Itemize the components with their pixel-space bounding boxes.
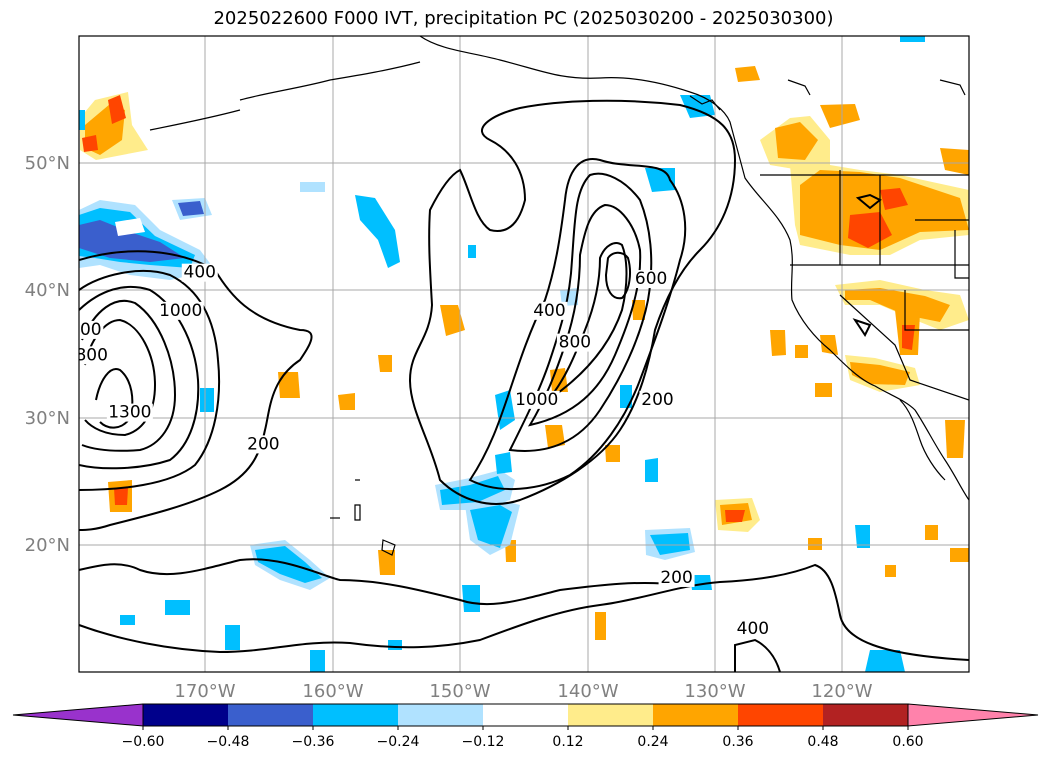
colorbar-segment <box>483 704 568 726</box>
contour-label: 200 <box>641 390 673 410</box>
map-plot-area: 400 1000 800 300 1300 200 400 800 600 1000 200 200 4… <box>69 36 969 672</box>
colorbar-outline <box>142 703 909 727</box>
contour-label: 800 <box>559 333 591 353</box>
contour-label: 1000 <box>159 301 202 321</box>
hawaii-islands <box>330 479 396 556</box>
small-closed-contours <box>852 193 882 337</box>
colorbar-tick-label: 0.36 <box>722 734 753 750</box>
map-title: 2025022600 F000 IVT, precipitation PC (2… <box>213 8 834 29</box>
colorbar-tick-label: −0.36 <box>292 734 335 750</box>
contour-label-background <box>658 568 695 587</box>
contour-label-background <box>79 320 104 339</box>
lon-label-170w: 170°W <box>174 681 235 702</box>
contour-label-background <box>79 346 110 365</box>
contour-label-background <box>531 301 568 320</box>
lon-label-160w: 160°W <box>302 681 363 702</box>
contour-label: 200 <box>247 434 279 454</box>
map-frame <box>78 35 970 673</box>
contour-label: 200 <box>660 568 692 588</box>
contour-label-background <box>639 390 676 409</box>
colorbar-segment <box>568 704 653 726</box>
lat-label-40n: 40°N <box>25 280 70 301</box>
lat-labels: 50°N 40°N 30°N 20°N <box>25 153 70 556</box>
colorbar-tick-label: 0.48 <box>807 734 838 750</box>
lon-label-140w: 140°W <box>557 681 618 702</box>
contour-label: 1300 <box>108 403 151 423</box>
colorbar-segment <box>228 704 313 726</box>
colorbar-extension-high <box>907 703 1039 727</box>
contour-label: 400 <box>184 263 216 283</box>
contour-label: 600 <box>635 269 667 289</box>
lat-label-50n: 50°N <box>25 153 70 174</box>
contour-label: 1000 <box>515 390 558 410</box>
coastlines <box>149 36 969 501</box>
colorbar-extension-low <box>12 703 144 727</box>
colorbar-segment <box>143 704 228 726</box>
contour-label-background <box>513 390 560 409</box>
colorbar-segment <box>398 704 483 726</box>
graticule <box>79 36 969 672</box>
contour-label-background <box>245 435 282 454</box>
colorbar-segment <box>653 704 738 726</box>
colorbar-tick-labels: −0.60 −0.48 −0.36 −0.24 −0.12 0.12 0.24 0.36 0.4… <box>122 726 924 750</box>
contour-label-background <box>181 263 218 282</box>
contour-label: 400 <box>533 301 565 321</box>
contour-label: 400 <box>737 619 769 639</box>
contour-label-background <box>157 301 204 320</box>
lat-label-20n: 20°N <box>25 535 70 556</box>
colorbar-tick-label: −0.24 <box>377 734 420 750</box>
colorbar-tick-label: 0.12 <box>552 734 583 750</box>
contour-label: 800 <box>75 345 107 365</box>
lat-label-30n: 30°N <box>25 408 70 429</box>
precip-negative-shading <box>79 36 925 672</box>
lon-label-150w: 150°W <box>429 681 490 702</box>
colorbar-segment <box>313 704 398 726</box>
colorbar-tick-label: −0.48 <box>207 734 250 750</box>
colorbar-tick-label: −0.12 <box>462 734 505 750</box>
contour-label-background <box>734 619 771 638</box>
colorbar-tick-label: −0.60 <box>122 734 165 750</box>
contour-label-background <box>556 333 593 352</box>
ivt-contour-labels: 400 1000 800 300 1300 200 400 800 600 1000 200 200 4… <box>69 263 771 639</box>
colorbar-tick-label: 0.60 <box>892 734 923 750</box>
colorbar-segment <box>823 704 908 726</box>
contour-label-background <box>633 270 670 289</box>
colorbar-segment <box>738 704 823 726</box>
lon-labels: 170°W 160°W 150°W 140°W 130°W 120°W <box>174 681 872 702</box>
colorbar <box>12 703 1039 727</box>
contour-label-background <box>106 403 153 422</box>
contour-label: 300 <box>69 320 101 340</box>
lon-label-120w: 120°W <box>811 681 872 702</box>
lon-label-130w: 130°W <box>684 681 745 702</box>
colorbar-tick-label: 0.24 <box>637 734 668 750</box>
